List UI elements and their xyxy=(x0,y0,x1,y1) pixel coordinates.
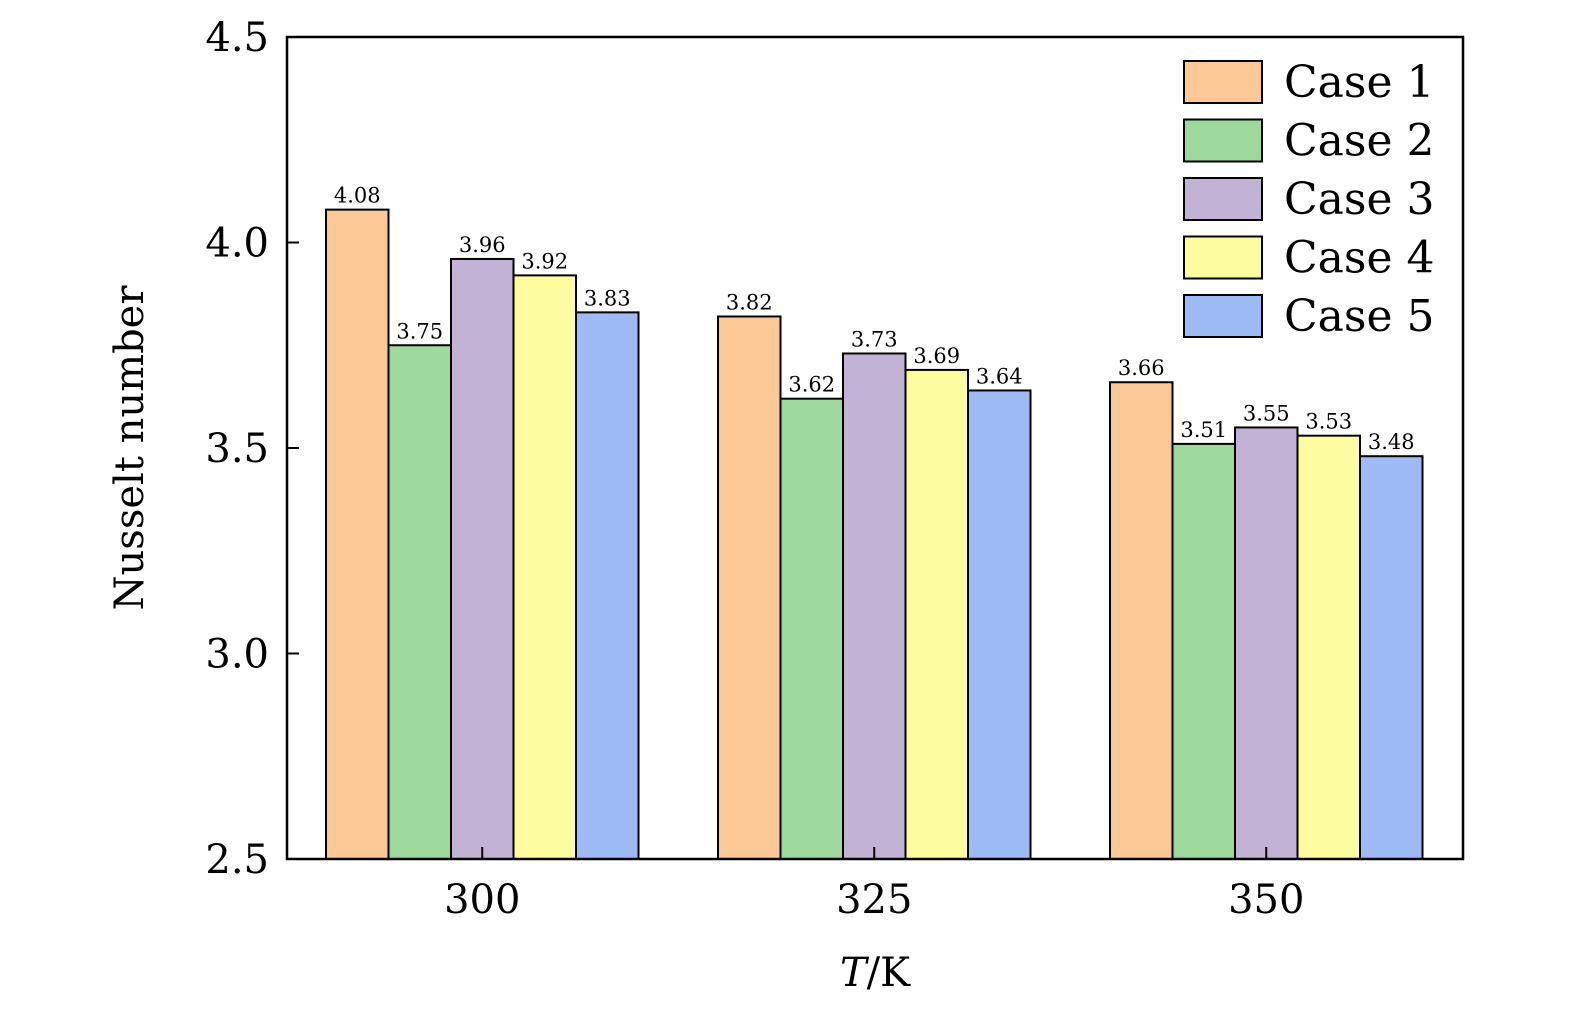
legend: Case 1 Case 2 Case 3 Case 4 Case 5 xyxy=(1183,57,1435,342)
bar-case-2-325 xyxy=(779,397,844,860)
data-label-case-1-300: 4.08 xyxy=(334,184,381,208)
bar-case-1-300 xyxy=(325,208,390,860)
bar-case-5-350 xyxy=(1359,455,1424,860)
data-label-case-2-300: 3.75 xyxy=(396,319,443,343)
data-label-case-1-325: 3.82 xyxy=(726,290,773,314)
legend-label-case-5: Case 5 xyxy=(1284,291,1435,342)
data-label-case-5-300: 3.83 xyxy=(584,286,631,310)
bar-case-4-300 xyxy=(512,274,577,860)
legend-label-case-1: Case 1 xyxy=(1284,57,1435,108)
legend-swatch-case-5 xyxy=(1183,294,1263,338)
y-axis-title: Nusselt number xyxy=(107,285,153,611)
data-label-case-3-325: 3.73 xyxy=(851,327,898,351)
data-label-case-3-350: 3.55 xyxy=(1243,401,1290,425)
x-axis-title: T/K xyxy=(840,950,911,996)
x-tick-label-300: 300 xyxy=(444,877,520,923)
x-axis: 300 325 350 xyxy=(444,847,1304,923)
data-label-case-4-300: 3.92 xyxy=(521,249,568,273)
x-tick-label-350: 350 xyxy=(1228,877,1304,923)
data-labels-layer: 4.08 3.75 3.96 3.92 3.83 3.82 3.62 3.73 3.69 3.64… xyxy=(334,184,1415,455)
data-label-case-2-350: 3.51 xyxy=(1180,418,1227,442)
bar-case-1-350 xyxy=(1109,381,1174,860)
legend-swatch-case-1 xyxy=(1183,60,1263,104)
y-tick-label: 2.5 xyxy=(205,837,269,883)
y-axis: 2.5 3.0 3.5 4.0 4.5 xyxy=(205,15,299,883)
data-label-case-3-300: 3.96 xyxy=(459,233,506,257)
x-tick-label-325: 325 xyxy=(836,877,912,923)
legend-label-case-2: Case 2 xyxy=(1284,116,1435,167)
y-tick-label: 3.5 xyxy=(205,426,269,472)
data-label-case-4-350: 3.53 xyxy=(1305,410,1352,434)
bar-case-3-300 xyxy=(450,257,515,860)
bar-case-4-350 xyxy=(1296,434,1361,860)
y-tick-label: 4.5 xyxy=(205,15,269,61)
legend-label-case-3: Case 3 xyxy=(1284,174,1435,225)
x-axis-title-unit: /K xyxy=(867,950,911,996)
bars-layer xyxy=(325,208,1424,861)
legend-swatch-case-3 xyxy=(1183,177,1263,221)
bar-case-5-325 xyxy=(967,389,1032,860)
bar-case-2-300 xyxy=(387,344,452,860)
data-label-case-4-325: 3.69 xyxy=(913,344,960,368)
data-label-case-5-350: 3.48 xyxy=(1368,430,1415,454)
bar-case-1-325 xyxy=(717,315,782,861)
x-axis-title-variable: T xyxy=(840,950,870,996)
bar-case-3-325 xyxy=(842,352,907,860)
legend-label-case-4: Case 4 xyxy=(1284,233,1435,284)
bar-case-3-350 xyxy=(1234,426,1299,860)
bar-case-2-350 xyxy=(1171,442,1236,860)
data-label-case-5-325: 3.64 xyxy=(976,364,1023,388)
legend-swatch-case-2 xyxy=(1183,118,1263,163)
legend-swatch-case-4 xyxy=(1183,235,1263,280)
bar-case-4-325 xyxy=(904,368,969,860)
data-label-case-2-325: 3.62 xyxy=(788,373,835,397)
bar-case-5-300 xyxy=(575,311,640,860)
y-tick-label: 4.0 xyxy=(205,221,269,267)
y-tick-label: 3.0 xyxy=(205,632,269,678)
data-label-case-1-350: 3.66 xyxy=(1118,356,1165,380)
